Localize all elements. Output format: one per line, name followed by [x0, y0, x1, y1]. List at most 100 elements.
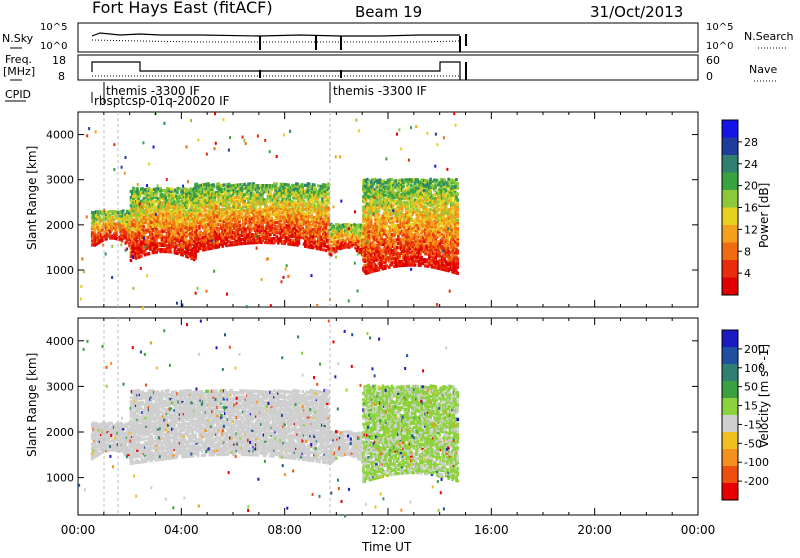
data-cell	[223, 183, 226, 186]
data-cell	[218, 182, 221, 185]
data-cell	[175, 243, 178, 246]
data-cell	[360, 223, 363, 226]
data-cell	[336, 226, 339, 229]
data-cell	[268, 213, 271, 216]
data-cell	[254, 184, 257, 187]
freq-strip: Freq. [MHz] 18 8 60 0 Nave	[3, 53, 777, 83]
data-cell	[409, 261, 412, 264]
data-cell	[239, 238, 242, 241]
data-cell	[144, 200, 147, 203]
data-cell	[327, 217, 330, 220]
data-cell	[391, 217, 394, 220]
data-cell	[378, 213, 381, 216]
data-cell	[379, 247, 382, 250]
data-cell	[143, 197, 146, 200]
data-cell	[132, 231, 135, 234]
nave-tick-top: 60	[706, 54, 720, 67]
data-cell	[418, 219, 421, 222]
date-title: 31/Oct/2013	[590, 3, 683, 21]
data-cell	[99, 226, 102, 229]
data-cell	[161, 248, 164, 251]
nsearch-tick-bottom: 10^0	[706, 41, 733, 52]
nave-label: Nave	[749, 63, 777, 76]
data-cell	[130, 259, 133, 262]
nsearch-trace	[92, 40, 460, 42]
data-cell	[265, 204, 268, 207]
data-cell	[276, 182, 279, 185]
data-cell	[332, 225, 335, 228]
data-cell	[276, 225, 279, 228]
data-cell	[270, 217, 273, 220]
data-cell	[332, 247, 335, 250]
data-cell	[299, 228, 302, 231]
data-cell	[108, 210, 111, 213]
nsky-tick-top: 10^5	[40, 22, 67, 33]
data-cell	[122, 209, 125, 212]
data-cell	[177, 220, 180, 223]
data-cell	[409, 223, 412, 226]
data-cell	[179, 200, 182, 203]
data-cell	[205, 209, 208, 212]
data-cell	[303, 208, 306, 211]
data-cell	[162, 213, 165, 216]
data-cell	[304, 184, 307, 187]
data-cell	[366, 178, 369, 181]
nsearch-tick-top: 10^5	[706, 22, 733, 33]
data-cell	[357, 240, 360, 243]
data-cell	[339, 239, 342, 242]
nsky-trace	[92, 33, 460, 36]
data-cell	[241, 242, 244, 245]
data-cell	[356, 249, 359, 252]
data-cell	[161, 201, 164, 204]
data-cell	[401, 219, 404, 222]
data-cell	[224, 191, 227, 194]
data-cell	[385, 222, 388, 225]
data-cell	[391, 261, 394, 264]
data-cell	[113, 218, 116, 221]
data-cell	[157, 187, 160, 190]
beam-title: Beam 19	[355, 3, 422, 21]
data-cell	[91, 239, 94, 242]
nsky-label: N.Sky	[2, 32, 34, 45]
data-cell	[219, 198, 222, 201]
freq-unit: [MHz]	[3, 65, 35, 78]
data-cell	[366, 202, 369, 205]
data-cell	[308, 221, 311, 224]
data-cell	[391, 233, 394, 236]
data-cell	[157, 248, 160, 251]
data-cell	[170, 250, 173, 253]
data-cell	[323, 200, 326, 203]
station-title: Fort Hays East (fitACF)	[92, 0, 273, 17]
nsky-tick-bottom: 10^0	[40, 41, 67, 52]
data-cell	[376, 189, 379, 192]
data-cell	[183, 231, 186, 234]
data-cell	[205, 246, 208, 249]
freq-tick-bottom: 8	[58, 70, 65, 83]
data-cell	[365, 211, 368, 214]
data-cell	[245, 203, 248, 206]
data-cell	[227, 244, 230, 247]
data-cell	[311, 213, 314, 216]
data-cell	[300, 236, 303, 239]
data-cell	[223, 208, 226, 211]
data-cell	[283, 230, 286, 233]
data-cell	[150, 188, 153, 191]
data-cell	[392, 220, 395, 223]
data-cell	[353, 239, 356, 242]
data-cell	[259, 237, 262, 240]
data-cell	[391, 178, 394, 181]
data-cell	[385, 264, 388, 267]
data-cell	[94, 227, 97, 230]
data-cell	[335, 223, 338, 226]
data-cell	[126, 238, 129, 241]
data-cell	[136, 187, 139, 190]
data-cell	[374, 243, 377, 246]
data-cell	[361, 227, 364, 230]
data-cell	[243, 197, 246, 200]
data-cell	[357, 224, 360, 227]
data-cell	[144, 253, 147, 256]
data-cell	[243, 183, 246, 186]
data-cell	[140, 255, 143, 258]
nave-tick-bottom: 0	[706, 70, 713, 83]
